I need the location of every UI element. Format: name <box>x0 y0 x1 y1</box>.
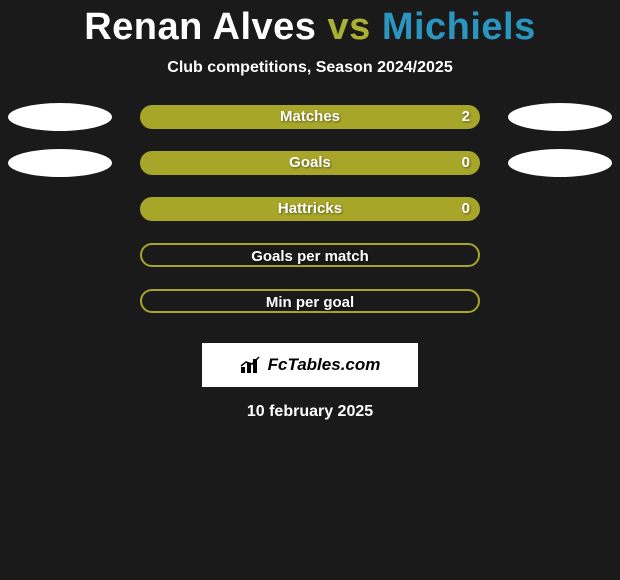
player2-ellipse <box>508 149 612 177</box>
subtitle: Club competitions, Season 2024/2025 <box>0 59 620 77</box>
comparison-title: Renan Alves vs Michiels <box>0 0 620 49</box>
stats-area: Matches 2 Goals 0 Hattricks 0 Goals per match M… <box>0 105 620 335</box>
stat-row: Hattricks 0 <box>0 197 620 243</box>
stat-row: Goals per match <box>0 243 620 289</box>
player2-ellipse <box>508 103 612 131</box>
stat-label: Goals <box>289 154 331 171</box>
stat-value: 0 <box>462 154 470 171</box>
title-player1: Renan Alves <box>84 6 316 48</box>
brand-logo: FcTables.com <box>202 343 418 387</box>
stat-label: Goals per match <box>251 248 369 265</box>
stat-value: 0 <box>462 200 470 217</box>
player1-ellipse <box>8 103 112 131</box>
stat-row: Matches 2 <box>0 105 620 151</box>
title-player2: Michiels <box>382 6 536 48</box>
title-vs: vs <box>327 6 370 48</box>
stat-label: Matches <box>280 108 340 125</box>
stat-bar: Goals <box>140 151 480 175</box>
player1-ellipse <box>8 149 112 177</box>
stat-label: Min per goal <box>266 294 354 311</box>
stat-row: Goals 0 <box>0 151 620 197</box>
barchart-icon <box>240 355 262 375</box>
stat-bar: Hattricks <box>140 197 480 221</box>
stat-row: Min per goal <box>0 289 620 335</box>
stat-label: Hattricks <box>278 200 342 217</box>
stat-bar: Goals per match <box>140 243 480 267</box>
brand-text: FcTables.com <box>268 355 381 375</box>
stat-bar: Min per goal <box>140 289 480 313</box>
stat-bar: Matches <box>140 105 480 129</box>
stat-value: 2 <box>462 108 470 125</box>
date-text: 10 february 2025 <box>0 403 620 421</box>
